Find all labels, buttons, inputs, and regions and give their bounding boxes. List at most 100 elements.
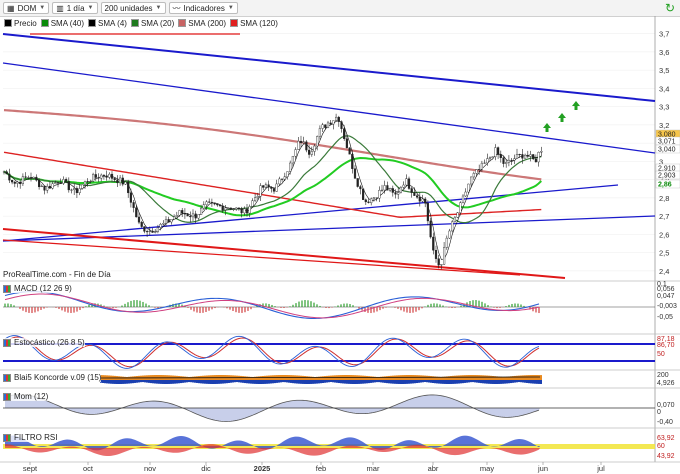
- koncorde-bar: [466, 380, 468, 383]
- panel-title-mom: Mom (12): [3, 392, 49, 401]
- legend-label: SMA (4): [98, 18, 127, 28]
- koncorde-bar: [484, 380, 486, 384]
- legend-item[interactable]: SMA (120): [230, 19, 278, 28]
- koncorde-bar: [396, 380, 398, 384]
- koncorde-bar: [316, 376, 318, 380]
- candle-body: [197, 214, 200, 219]
- koncorde-bar: [266, 380, 268, 384]
- koncorde-bar: [362, 375, 364, 380]
- candle-body: [91, 174, 95, 182]
- koncorde-bar: [426, 380, 428, 383]
- koncorde-bar: [322, 380, 324, 384]
- koncorde-bar: [208, 380, 210, 384]
- candle-body: [475, 169, 478, 174]
- legend-item[interactable]: SMA (200): [178, 19, 226, 28]
- koncorde-bar: [290, 380, 292, 383]
- koncorde-bar: [408, 380, 410, 384]
- candle-body: [332, 120, 335, 125]
- refresh-icon[interactable]: ↻: [664, 1, 676, 15]
- candle-body: [386, 185, 389, 191]
- koncorde-bar: [500, 376, 502, 380]
- y-tick-label: 2,7: [659, 212, 669, 221]
- legend-item[interactable]: SMA (20): [130, 19, 174, 28]
- koncorde-bar: [232, 380, 234, 383]
- candle-body: [13, 181, 16, 184]
- koncorde-bar: [194, 380, 196, 383]
- koncorde-bar: [136, 380, 138, 383]
- koncorde-bar: [276, 380, 278, 383]
- koncorde-bar: [204, 380, 206, 384]
- candle-body: [208, 201, 211, 203]
- candle-body: [472, 173, 475, 178]
- symbol-selector[interactable]: ▦ DOM ▼: [3, 2, 50, 14]
- koncorde-bar: [254, 380, 256, 384]
- koncorde-bar: [412, 380, 414, 384]
- candle-body: [224, 207, 227, 211]
- x-tick-label: oct: [83, 464, 94, 473]
- macd-axis-label: -0,05: [657, 314, 673, 321]
- koncorde-bar: [242, 380, 244, 383]
- koncorde-bar: [220, 380, 222, 384]
- macd-axis-label: 0,1: [657, 281, 667, 288]
- koncorde-bar: [240, 380, 242, 383]
- koncorde-bar: [126, 376, 128, 380]
- koncorde-bar: [164, 380, 166, 384]
- bars-icon: ▥: [56, 3, 64, 13]
- interval-selector[interactable]: ▥ 1 día ▼: [52, 2, 98, 14]
- chevron-down-icon: ▼: [87, 5, 94, 11]
- koncorde-bar: [512, 376, 514, 380]
- koncorde-bar: [538, 380, 540, 384]
- koncorde-bar: [346, 380, 348, 384]
- units-selector[interactable]: 200 unidades ▼: [100, 2, 166, 14]
- stoch-upper-band: [3, 343, 655, 345]
- y-tick-label: 3,3: [659, 103, 669, 112]
- candle-body: [356, 178, 359, 187]
- up-arrow-icon: [558, 113, 566, 122]
- candle-body: [194, 213, 197, 219]
- legend-item[interactable]: Precio: [4, 19, 37, 28]
- koncorde-bar: [210, 380, 212, 384]
- koncorde-bar: [194, 376, 196, 380]
- price-tag: [655, 144, 680, 154]
- candle-body: [426, 203, 429, 222]
- candle-body: [181, 210, 184, 214]
- koncorde-bar: [390, 375, 392, 380]
- koncorde-bar: [350, 380, 352, 384]
- mom-line: [4, 394, 540, 422]
- koncorde-bar: [116, 380, 118, 384]
- koncorde-bar: [526, 375, 528, 380]
- legend-item[interactable]: SMA (4): [88, 19, 127, 28]
- chevron-down-icon: ▼: [155, 5, 162, 11]
- candle-body: [410, 188, 413, 193]
- candle-body: [167, 219, 170, 223]
- koncorde-bar: [238, 380, 240, 383]
- price-tag: [655, 179, 680, 189]
- candle-body: [443, 247, 446, 265]
- candle-body: [73, 188, 76, 191]
- koncorde-bar: [320, 380, 322, 384]
- units-label: 200 unidades: [104, 3, 153, 13]
- candle-body: [289, 162, 292, 172]
- candle-body: [97, 177, 100, 179]
- candle-body: [421, 198, 424, 202]
- candle-body: [259, 185, 262, 197]
- koncorde-bar: [224, 380, 226, 384]
- koncorde-bar: [394, 375, 396, 380]
- macd-axis-label: 0,056: [657, 286, 675, 293]
- koncorde-bar: [376, 376, 378, 380]
- candle-body: [218, 204, 222, 207]
- legend-item[interactable]: SMA (40): [40, 19, 84, 28]
- koncorde-bar: [494, 380, 496, 384]
- candle-body: [281, 178, 284, 180]
- candle-body: [453, 217, 456, 223]
- koncorde-bar: [492, 375, 494, 380]
- koncorde-bar: [336, 380, 338, 383]
- koncorde-bar: [390, 380, 392, 384]
- candle-body: [251, 200, 254, 207]
- candle-body: [389, 188, 392, 191]
- candle-body: [537, 152, 540, 163]
- indicators-button[interactable]: 〰 Indicadores ▼: [168, 2, 238, 14]
- candle-body: [526, 154, 529, 157]
- koncorde-bar: [384, 380, 386, 383]
- koncorde-line: [99, 376, 541, 379]
